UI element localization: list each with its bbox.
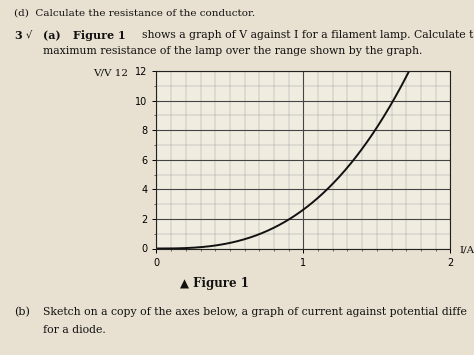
Text: (b): (b) <box>14 307 30 317</box>
Text: 3: 3 <box>14 30 22 41</box>
Text: Sketch on a copy of the axes below, a graph of current against potential diffe: Sketch on a copy of the axes below, a gr… <box>43 307 466 317</box>
Text: for a diode.: for a diode. <box>43 325 105 335</box>
Text: Figure 1: Figure 1 <box>73 30 126 41</box>
Text: (a): (a) <box>43 30 60 41</box>
Text: I/A: I/A <box>460 246 474 255</box>
Text: ▲ Figure 1: ▲ Figure 1 <box>180 277 249 290</box>
Text: √: √ <box>26 30 32 39</box>
Text: shows a graph of V against I for a filament lamp. Calculate the: shows a graph of V against I for a filam… <box>142 30 474 40</box>
Text: V/V 12: V/V 12 <box>93 68 128 77</box>
Text: (d)  Calculate the resistance of the conductor.: (d) Calculate the resistance of the cond… <box>14 9 255 18</box>
Text: maximum resistance of the lamp over the range shown by the graph.: maximum resistance of the lamp over the … <box>43 46 422 56</box>
